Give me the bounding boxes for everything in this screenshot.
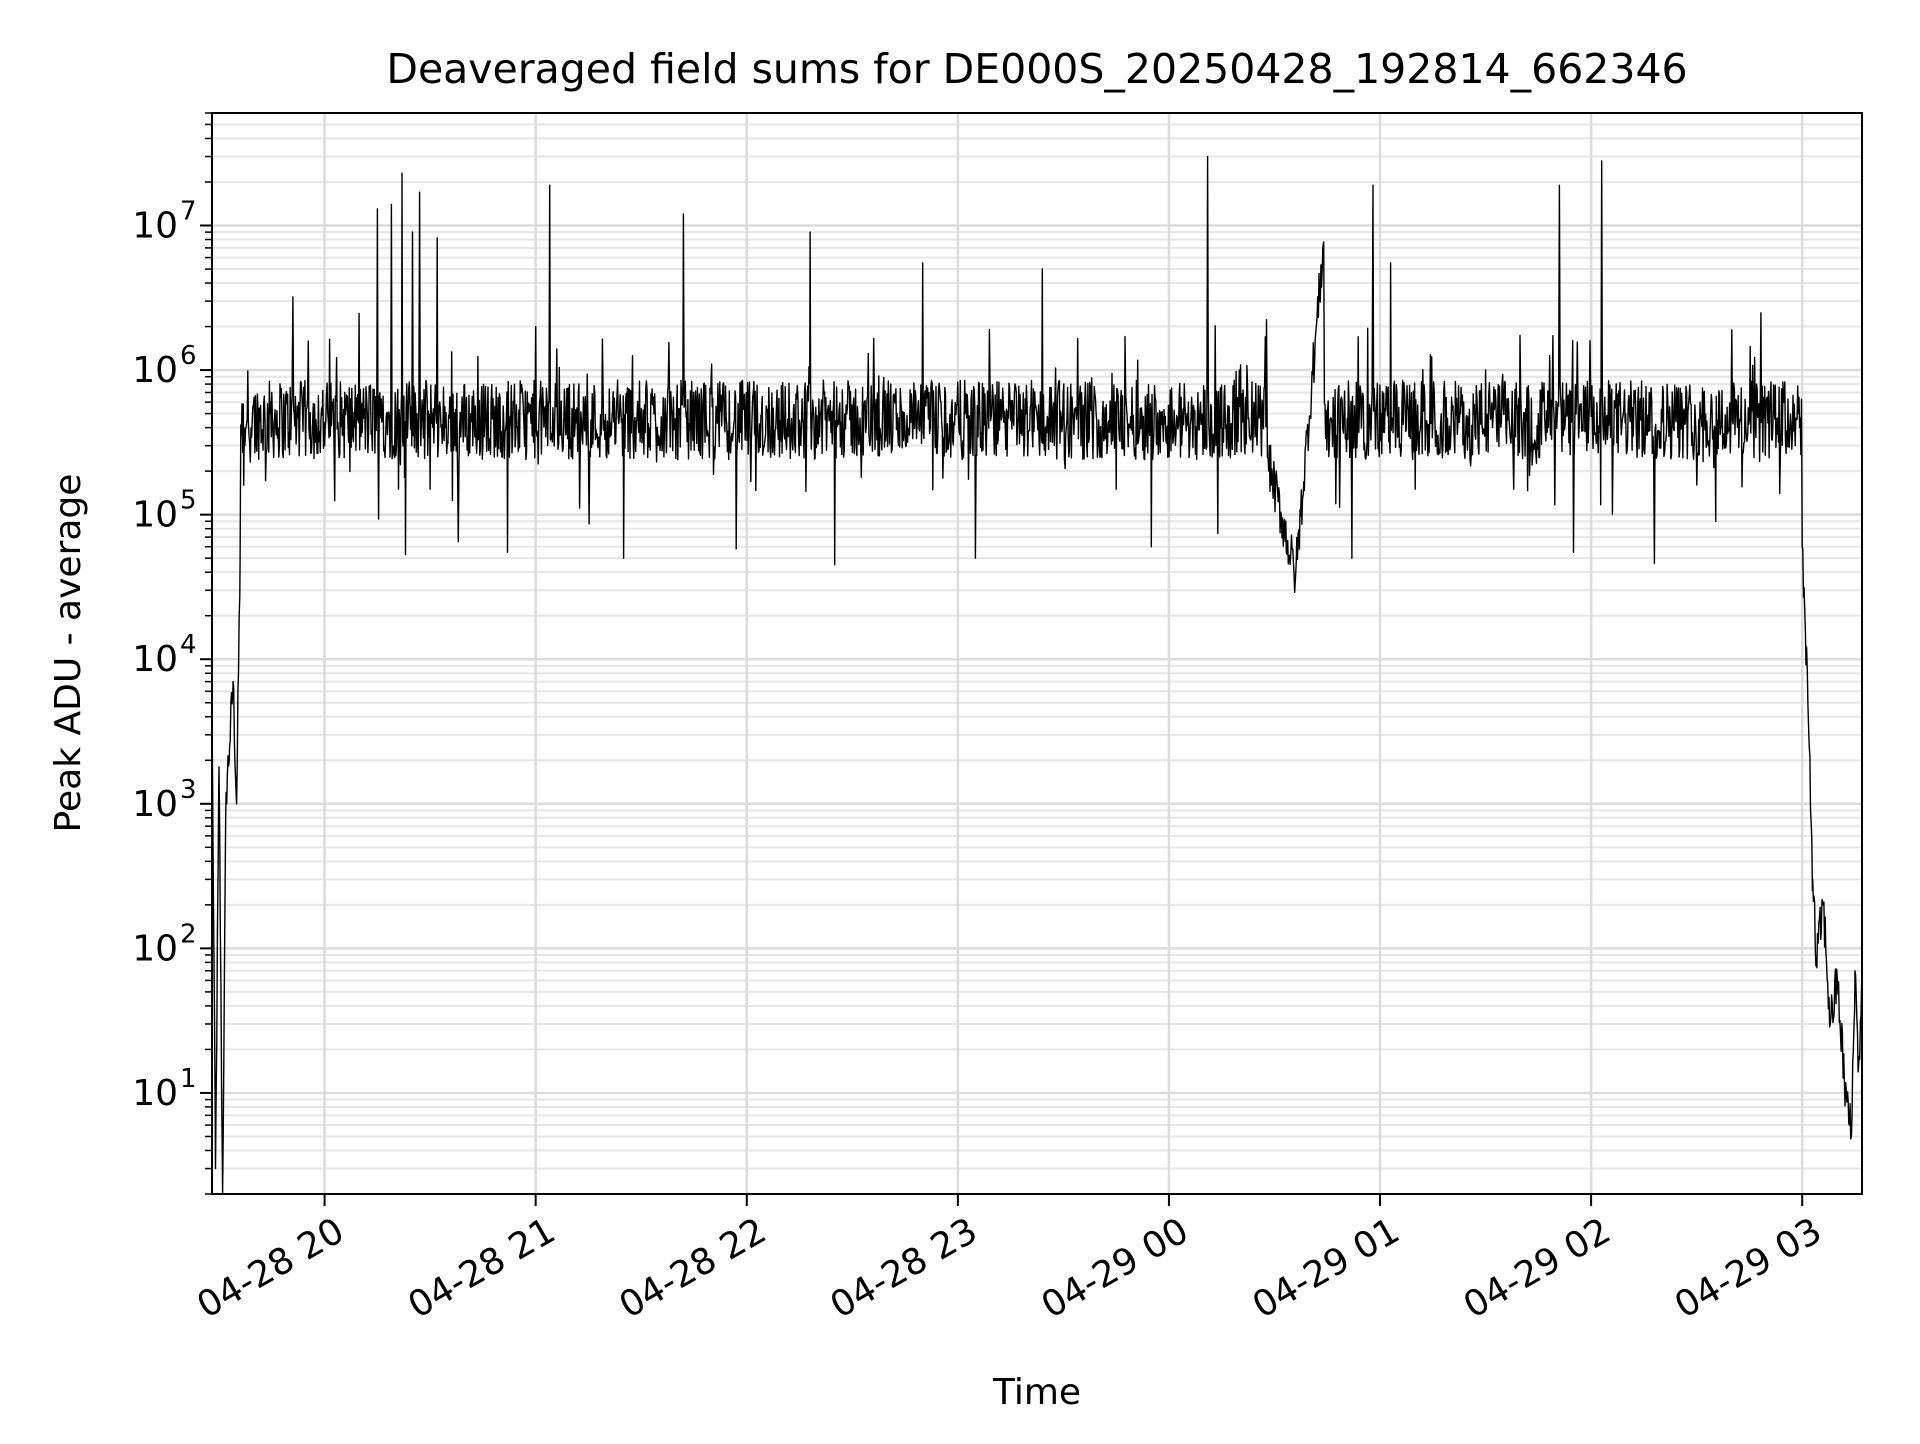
x-tick-label: 04-29 02	[1457, 1210, 1618, 1326]
grid-layer	[212, 112, 1862, 1195]
y-tick-exponent: 4	[180, 630, 197, 660]
y-tick-label: 10	[132, 495, 178, 536]
plot-frame	[211, 112, 1863, 1195]
y-tick-label: 10	[132, 1073, 178, 1114]
series-layer	[212, 155, 1862, 1194]
series-line-0	[212, 155, 1862, 1194]
chart-title: Deaveraged field sums for DE000S_2025042…	[386, 45, 1687, 93]
y-tick-exponent: 1	[180, 1064, 197, 1094]
x-tick-label: 04-28 21	[401, 1210, 562, 1326]
y-tick-exponent: 5	[180, 486, 197, 516]
x-tick-label: 04-28 23	[824, 1210, 985, 1326]
y-tick-exponent: 3	[180, 775, 197, 805]
x-tick-label: 04-29 01	[1246, 1210, 1407, 1326]
x-tick-label: 04-29 00	[1035, 1210, 1196, 1326]
y-tick-label: 10	[132, 928, 178, 969]
y-axis-label: Peak ADU - average	[48, 474, 89, 833]
x-tick-label: 04-29 03	[1668, 1210, 1829, 1326]
y-tick-label: 10	[132, 784, 178, 825]
x-tick-label: 04-28 20	[190, 1210, 351, 1326]
y-tick-label: 10	[132, 206, 178, 247]
y-tick-exponent: 2	[180, 919, 197, 949]
y-tick-exponent: 7	[180, 197, 197, 227]
y-tick-label: 10	[132, 350, 178, 391]
y-tick-label: 10	[132, 639, 178, 680]
y-tick-exponent: 6	[180, 341, 197, 371]
x-tick-label: 04-28 22	[613, 1210, 774, 1326]
x-axis-label: Time	[992, 1372, 1081, 1413]
